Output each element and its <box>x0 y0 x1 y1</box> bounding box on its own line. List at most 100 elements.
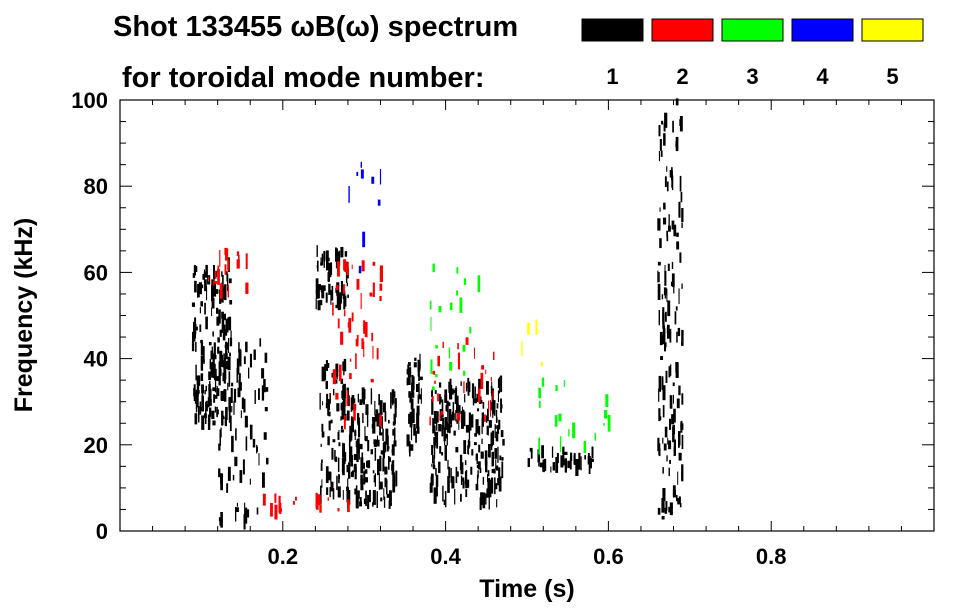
spectral-mark <box>236 251 240 256</box>
spectral-mark <box>231 406 233 413</box>
spectral-mark <box>437 355 440 367</box>
spectral-mark <box>220 427 222 438</box>
spectral-mark <box>343 310 346 317</box>
spectral-mark <box>662 467 664 474</box>
mode-legend: 1 2 3 4 5 <box>581 18 924 89</box>
spectral-mark <box>361 387 365 403</box>
y-tick-label: 100 <box>71 88 108 113</box>
spectral-mark <box>332 302 334 316</box>
spectral-mark <box>379 296 382 301</box>
spectral-mark <box>317 260 319 272</box>
spectral-mark <box>437 393 439 402</box>
spectral-mark <box>382 457 385 472</box>
spectral-mark <box>335 247 337 259</box>
spectral-mark <box>362 395 365 405</box>
mode-2-region <box>262 492 350 520</box>
spectral-mark <box>231 382 234 387</box>
spectral-mark <box>497 477 500 486</box>
spectral-mark <box>365 436 368 442</box>
spectral-mark <box>209 399 212 406</box>
spectral-mark <box>217 337 220 343</box>
spectral-mark <box>455 466 458 484</box>
mode-3-region <box>429 263 481 391</box>
spectral-mark <box>491 469 495 473</box>
spectral-mark <box>342 291 346 299</box>
spectral-mark <box>482 492 486 509</box>
spectral-mark <box>261 385 265 401</box>
spectral-mark <box>322 401 324 406</box>
spectral-mark <box>433 411 437 424</box>
spectral-mark <box>237 387 241 398</box>
spectral-mark <box>674 311 677 325</box>
spectral-mark <box>336 403 340 412</box>
y-tick-label: 60 <box>84 260 108 285</box>
spectral-mark <box>209 359 212 370</box>
spectral-mark <box>657 261 661 266</box>
spectral-mark <box>497 446 499 463</box>
spectral-mark <box>374 413 377 422</box>
spectral-mark <box>430 473 434 486</box>
spectral-mark <box>491 398 494 414</box>
spectral-mark <box>201 395 204 412</box>
spectral-mark <box>671 273 675 288</box>
spectral-mark <box>214 395 218 399</box>
spectral-mark <box>449 424 451 434</box>
spectral-mark <box>335 368 339 377</box>
spectral-mark <box>204 302 206 315</box>
spectral-mark <box>406 369 409 375</box>
spectral-mark <box>449 302 453 311</box>
spectral-mark <box>415 430 417 443</box>
spectral-mark <box>444 490 447 508</box>
mode-1-region <box>657 98 684 520</box>
spectral-mark <box>216 409 219 415</box>
spectral-mark <box>676 232 679 237</box>
spectral-mark <box>668 467 670 477</box>
spectral-mark <box>348 434 351 448</box>
spectral-mark <box>357 490 360 499</box>
spectral-mark <box>199 324 202 332</box>
spectral-mark <box>320 257 322 264</box>
spectral-mark <box>496 465 499 471</box>
spectral-mark <box>541 445 544 459</box>
spectral-mark <box>353 454 357 461</box>
spectral-mark <box>371 176 375 184</box>
spectral-mark <box>332 488 335 500</box>
spectral-mark <box>462 480 465 489</box>
spectral-mark <box>372 490 376 505</box>
spectral-mark <box>344 251 348 257</box>
mode-1-region <box>406 353 423 457</box>
spectral-mark <box>198 406 200 423</box>
spectral-mark <box>342 407 346 419</box>
spectral-mark <box>474 398 477 404</box>
spectral-mark <box>379 420 381 436</box>
spectral-mark <box>212 353 215 364</box>
spectral-mark <box>227 466 231 481</box>
spectral-mark <box>228 316 232 331</box>
spectral-mark <box>195 364 197 381</box>
spectral-mark <box>211 346 213 356</box>
spectral-mark <box>316 245 318 257</box>
spectral-mark <box>447 410 449 425</box>
spectral-mark <box>475 483 479 491</box>
spectral-mark <box>221 410 224 426</box>
spectral-mark <box>552 462 556 471</box>
spectral-mark <box>671 175 674 191</box>
spectral-mark <box>343 297 346 310</box>
spectral-mark <box>208 371 211 381</box>
spectral-mark <box>496 425 500 434</box>
spectral-mark <box>669 459 671 464</box>
spectral-mark <box>274 493 277 503</box>
spectral-mark <box>357 438 360 454</box>
spectral-mark <box>475 419 479 434</box>
spectral-mark <box>249 478 251 485</box>
spectral-mark <box>497 378 500 388</box>
spectral-mark <box>341 390 344 399</box>
spectral-mark <box>607 414 611 432</box>
spectral-mark <box>476 393 479 402</box>
mode-2-region <box>208 247 249 299</box>
spectral-mark <box>355 338 359 347</box>
spectral-mark <box>331 447 334 460</box>
spectral-mark <box>495 409 498 423</box>
spectral-mark <box>229 396 231 413</box>
spectral-mark <box>432 370 435 375</box>
